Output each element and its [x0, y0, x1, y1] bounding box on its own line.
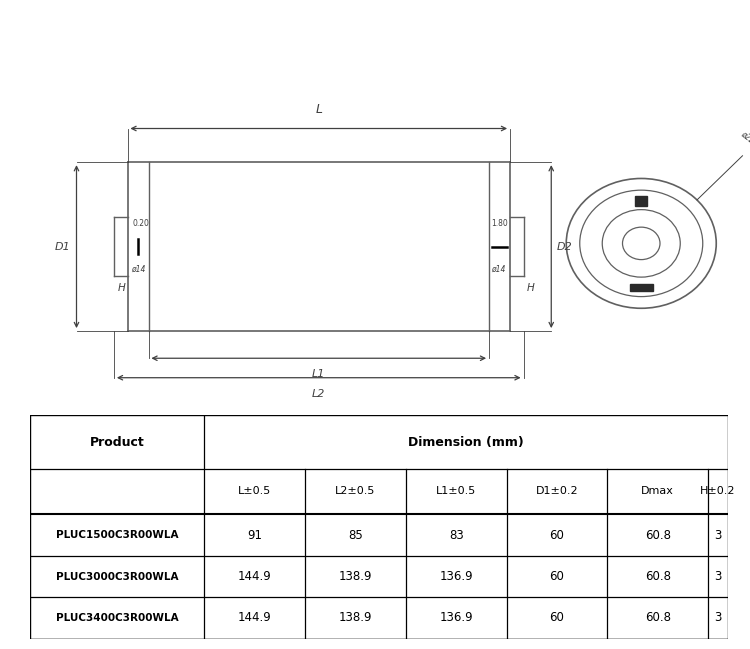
- Text: 60: 60: [550, 570, 565, 583]
- Text: 60.8: 60.8: [645, 611, 670, 624]
- Text: H: H: [118, 282, 125, 293]
- Bar: [635, 196, 647, 206]
- Text: L1: L1: [312, 369, 326, 379]
- Text: 3: 3: [714, 611, 722, 624]
- Text: 60: 60: [550, 529, 565, 542]
- Text: L: L: [315, 103, 322, 116]
- Text: 0.20: 0.20: [133, 219, 149, 228]
- Text: Dimension (mm): Dimension (mm): [408, 435, 524, 448]
- Text: PLUC3400C3R00WLA: PLUC3400C3R00WLA: [56, 613, 178, 623]
- Bar: [630, 284, 652, 291]
- Text: H: H: [527, 282, 535, 293]
- Text: 91: 91: [248, 529, 262, 542]
- Text: D1±0.2: D1±0.2: [536, 487, 578, 496]
- Text: ø14: ø14: [131, 265, 146, 274]
- Text: 138.9: 138.9: [339, 570, 372, 583]
- Text: 60.8: 60.8: [645, 570, 670, 583]
- Text: H±0.2: H±0.2: [700, 487, 736, 496]
- Text: Product: Product: [90, 435, 145, 448]
- Text: 60.8: 60.8: [645, 529, 670, 542]
- Text: L1±0.5: L1±0.5: [436, 487, 476, 496]
- Text: L2: L2: [312, 389, 326, 398]
- Text: PLUC3000C3R00WLA: PLUC3000C3R00WLA: [56, 572, 178, 582]
- Text: D1: D1: [56, 241, 70, 252]
- Text: 136.9: 136.9: [440, 611, 473, 624]
- Text: D2: D2: [556, 241, 573, 252]
- Text: PLUC1500C3R00WLA: PLUC1500C3R00WLA: [56, 530, 178, 540]
- Text: 3: 3: [714, 570, 722, 583]
- Text: 83: 83: [449, 529, 464, 542]
- Text: 60: 60: [550, 611, 565, 624]
- Text: Dmax: Dmax: [641, 487, 674, 496]
- Text: L2±0.5: L2±0.5: [335, 487, 376, 496]
- Text: 144.9: 144.9: [238, 611, 272, 624]
- Text: Construction and Dimensions: Construction and Dimensions: [99, 18, 651, 51]
- Text: ø14: ø14: [491, 265, 506, 274]
- Text: 136.9: 136.9: [440, 570, 473, 583]
- Text: 1.80: 1.80: [491, 219, 508, 228]
- Text: 85: 85: [348, 529, 363, 542]
- Text: 3: 3: [714, 529, 722, 542]
- Text: 138.9: 138.9: [339, 611, 372, 624]
- Text: 144.9: 144.9: [238, 570, 272, 583]
- Text: ø22.50: ø22.50: [739, 129, 750, 153]
- Text: L±0.5: L±0.5: [238, 487, 272, 496]
